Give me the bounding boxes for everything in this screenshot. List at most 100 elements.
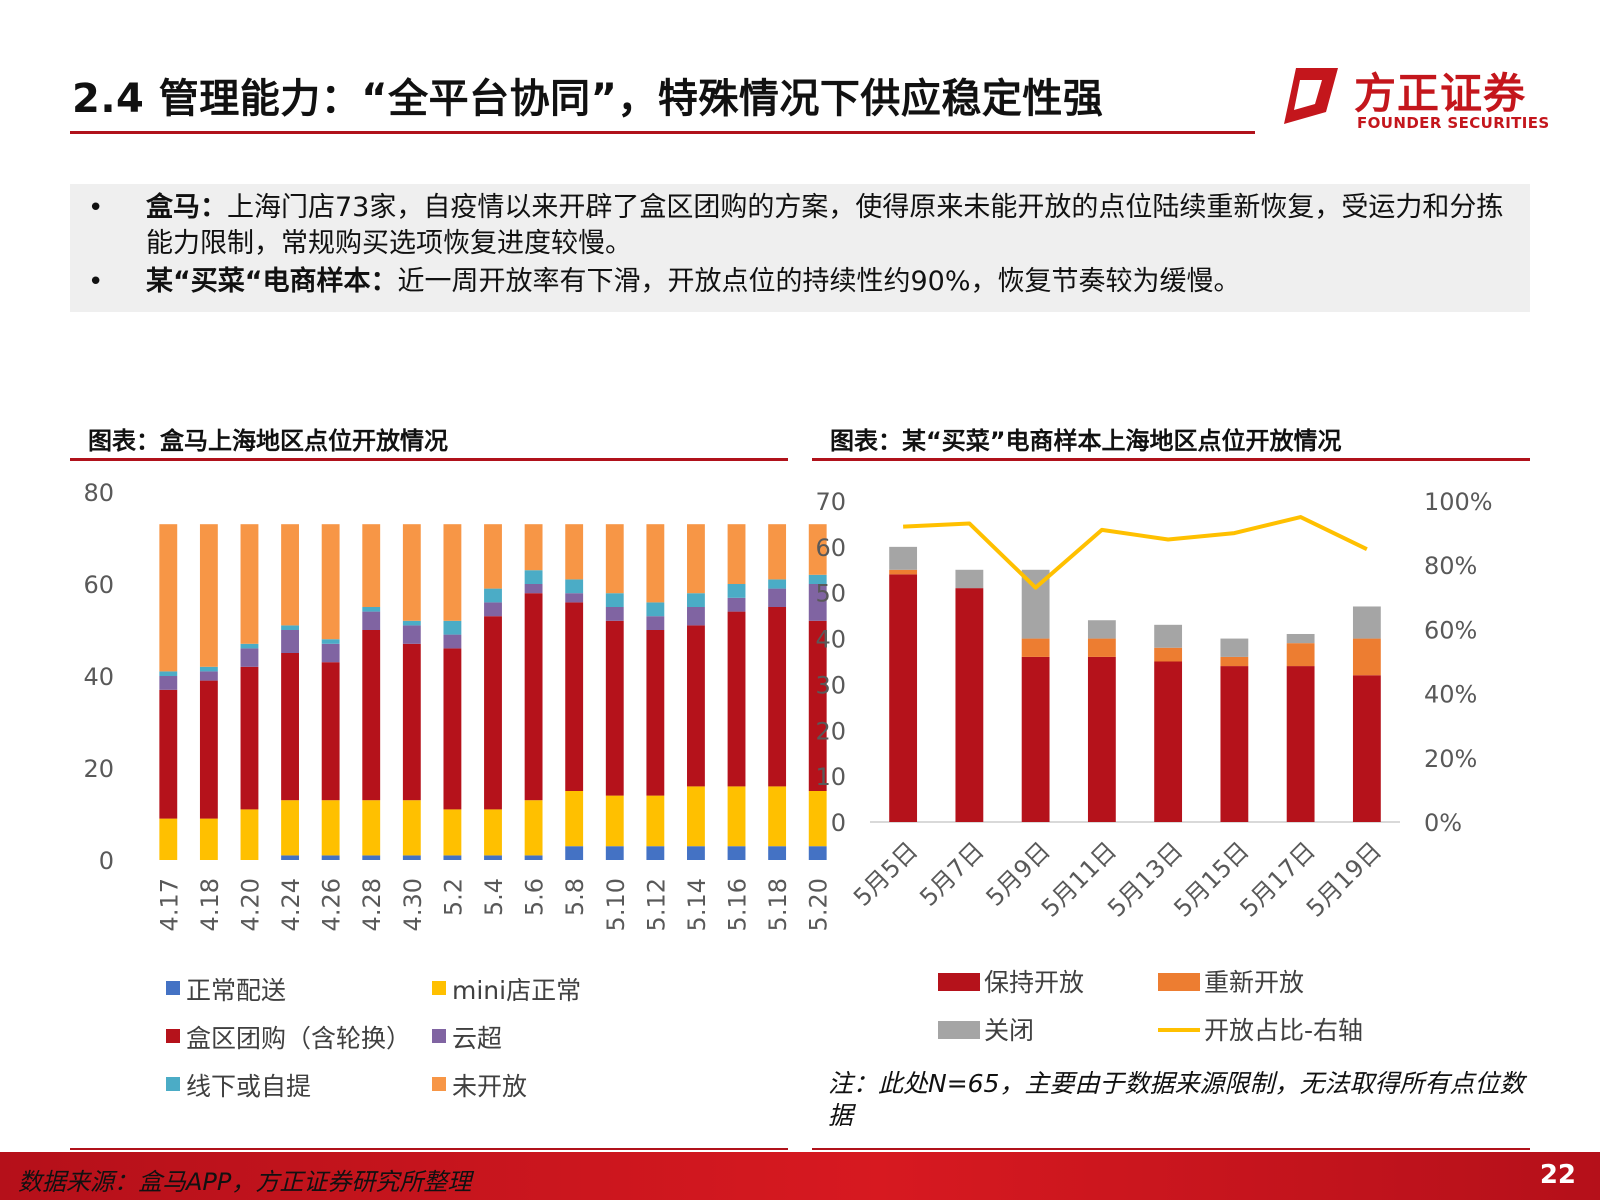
bar-segment [605, 524, 624, 594]
bar-segment [1352, 606, 1381, 639]
y-tick-label: 20 [83, 755, 114, 783]
legend-label: 盒区团购（含轮换） [186, 1024, 411, 1053]
x-tick-label: 4.20 [236, 878, 264, 931]
page-number: 22 [1539, 1160, 1576, 1190]
x-tick-label: 4.24 [277, 878, 305, 931]
founder-logo: 方正证券 FOUNDER SECURITIES [1278, 58, 1549, 136]
logo-name-en: FOUNDER SECURITIES [1357, 114, 1550, 132]
legend-swatch [1158, 973, 1200, 991]
bar-segment [687, 607, 705, 626]
logo-name-cn: 方正证券 [1354, 69, 1527, 118]
bar-segment [646, 616, 665, 630]
bar-segment [889, 574, 918, 822]
bar-segment [646, 846, 665, 860]
x-tick-label: 5.10 [602, 878, 630, 931]
y2-tick-label: 20% [1424, 745, 1477, 773]
bullet-dot-icon: • [88, 193, 104, 223]
y-tick-label: 50 [815, 580, 846, 608]
y-tick-label: 40 [83, 663, 114, 691]
chart-note: 注：此处N=65，主要由于数据来源限制，无法取得所有点位数据 [828, 1069, 1525, 1130]
bar-segment [321, 855, 340, 860]
bar-segment [808, 791, 827, 847]
bar-segment [687, 786, 705, 847]
legend-swatch [432, 1029, 446, 1043]
bar-segment [443, 648, 462, 810]
left-chart-heading: 图表：盒马上海地区点位开放情况 [88, 427, 448, 455]
bullet-label: 某“买菜“电商样本： [146, 266, 398, 297]
bullet-label: 盒马： [146, 192, 227, 223]
bar-segment [362, 611, 381, 630]
x-tick-label: 4.18 [196, 878, 224, 931]
bar-segment [687, 593, 705, 607]
y-tick-label: 70 [815, 488, 846, 516]
bar-segment [1220, 656, 1249, 667]
y-tick-label: 10 [815, 763, 846, 791]
x-tick-label: 5.12 [642, 878, 670, 931]
bar-segment [1154, 647, 1183, 662]
legend-label: 未开放 [452, 1072, 527, 1101]
x-tick-label: 4.30 [399, 878, 427, 931]
bar-segment [524, 524, 543, 571]
title-rule [70, 131, 1255, 134]
bar-segment [443, 809, 462, 856]
bar-segment [321, 524, 340, 640]
bar-segment [484, 602, 502, 617]
legend-label: 重新开放 [1204, 968, 1304, 997]
bar-segment [484, 616, 502, 810]
bar-segment [565, 846, 584, 860]
bar-segment [1286, 643, 1315, 667]
bar-segment [1021, 638, 1050, 657]
legend-swatch [432, 981, 446, 995]
x-tick-label: 5.14 [683, 878, 711, 931]
grocery-open-rate-chart: 0 10 20 30 40 50 60 70 0% 20% 40% 60% 80% 100% 5月5日5月7… [815, 488, 1492, 1045]
x-tick-label: 5.16 [724, 878, 752, 931]
bar-segment [1220, 666, 1249, 822]
right-bottom-rule [812, 1148, 1530, 1150]
bar-segment [727, 611, 746, 787]
summary-bullets: • 盒马：上海门店73家，自疫情以来开辟了盒区团购的方案，使得原来未能开放的点位… [70, 184, 1530, 312]
bar-segment [159, 671, 178, 676]
y-tick-label: 0 [831, 809, 846, 837]
bar-segment [402, 620, 421, 626]
bar-segment [605, 593, 624, 607]
bar-segment [1021, 656, 1050, 822]
bar-segment [727, 524, 746, 584]
hema-stacked-bar-chart: 0 20 40 60 80 4.17 4.18 4.20 4.24 4.26 4.28 4.30 5.2… [83, 479, 832, 1101]
bar-segment [808, 574, 827, 584]
legend-label: mini店正常 [452, 976, 581, 1005]
legend-swatch [166, 1077, 180, 1091]
bar-segment [687, 524, 705, 594]
x-tick-label: 5.6 [521, 878, 549, 916]
bar-segment [1286, 666, 1315, 822]
legend-swatch [938, 1021, 980, 1039]
bar-segment [281, 524, 299, 626]
legend-swatch [166, 1029, 180, 1043]
bar-segment [524, 593, 543, 801]
bar-segment [768, 524, 787, 580]
bar-segment [159, 818, 178, 860]
legend-label: 线下或自提 [186, 1072, 311, 1101]
y-tick-label: 20 [815, 717, 846, 745]
x-tick-label: 5月7日 [914, 836, 989, 911]
bar-segment [199, 666, 218, 672]
bar-segment [281, 630, 299, 653]
bar-segment [808, 584, 827, 621]
bar-segment [484, 809, 502, 856]
bar-segment [402, 524, 421, 621]
page-title: 2.4 管理能力：“全平台协同”，特殊情况下供应稳定性强 [72, 76, 1104, 122]
bar-segment [443, 620, 462, 635]
bar-segment [1087, 638, 1116, 657]
open-rate-line [903, 515, 1368, 590]
bar-segment [443, 855, 462, 860]
y-tick-label: 30 [815, 671, 846, 699]
bar-segment [1220, 638, 1249, 657]
bar-segment [199, 818, 218, 860]
bar-segment [362, 607, 381, 612]
bar-segment [955, 588, 984, 822]
bar-segment [240, 809, 259, 860]
legend-swatch [432, 1077, 446, 1091]
y-tick-label: 0 [99, 847, 114, 875]
x-tick-label: 5.18 [764, 878, 792, 931]
bar-segment [646, 795, 665, 847]
right-heading-rule [812, 458, 1530, 461]
